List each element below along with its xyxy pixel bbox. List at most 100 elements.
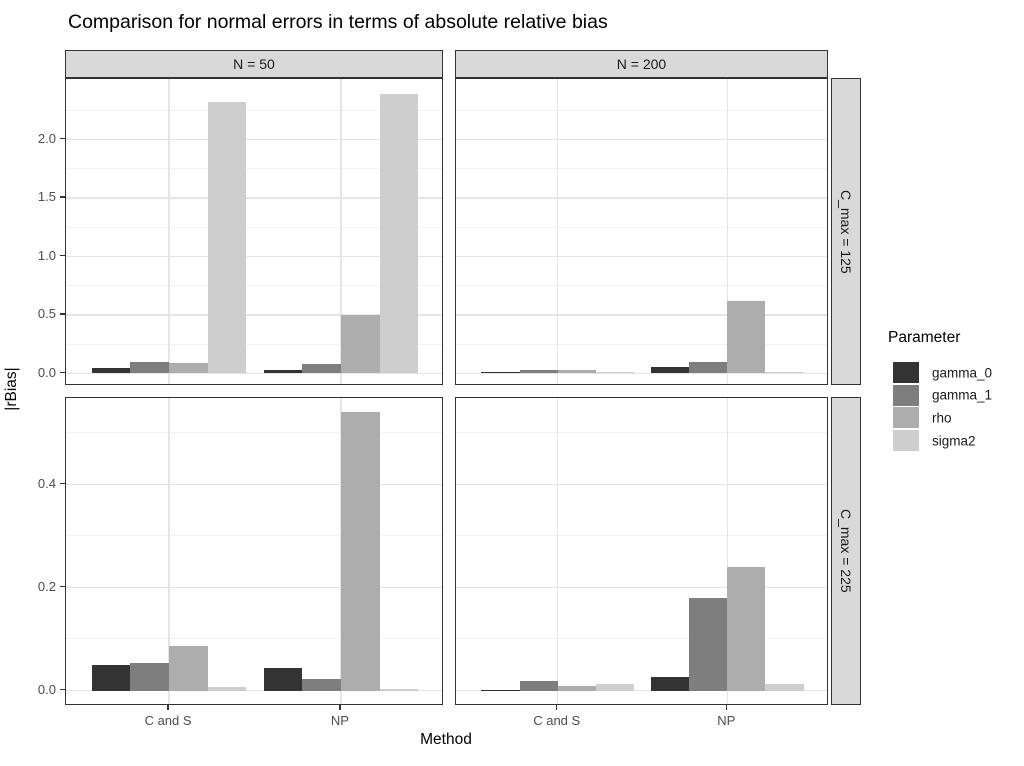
y-tick-mark (60, 585, 65, 588)
gridline-major (66, 255, 442, 258)
bar-gamma_1 (519, 680, 558, 691)
x-tick-label: C and S (144, 713, 192, 728)
bar-gamma_1 (130, 663, 170, 691)
y-tick-label: 1.0 (37, 247, 56, 263)
gridline-minor (456, 226, 827, 228)
gridline-major (456, 314, 827, 316)
bar-sigma2 (765, 684, 804, 691)
bar-rho (340, 314, 380, 374)
gridline-major (66, 689, 442, 692)
gridline-minor (456, 535, 827, 537)
gridline-minor (66, 226, 442, 228)
x-tick-label: NP (330, 713, 349, 728)
gridline-vertical (168, 398, 170, 704)
bar-gamma_0 (650, 677, 690, 691)
gridline-vertical (556, 79, 559, 384)
bar-sigma2 (207, 686, 247, 691)
y-tick-label: 0.0 (37, 364, 56, 380)
bar-gamma_0 (91, 367, 131, 374)
y-tick-mark (60, 196, 65, 198)
legend-entry: rho (893, 407, 1013, 429)
x-tick-mark (555, 705, 558, 710)
bar-gamma_0 (91, 665, 131, 691)
facet-strip-row: C_max = 225 (831, 397, 861, 705)
gridline-vertical (726, 398, 729, 704)
x-tick-label: C and S (533, 713, 581, 728)
x-tick-mark (167, 705, 169, 710)
facet-strip-row-label: C_max = 125 (838, 189, 854, 274)
gridline-minor (456, 638, 827, 640)
facet-strip-col: N = 50 (65, 50, 443, 78)
gridline-minor (66, 285, 442, 287)
bar-sigma2 (379, 688, 419, 691)
bar-gamma_0 (481, 371, 520, 374)
gridline-major (456, 372, 827, 375)
bar-sigma2 (379, 93, 419, 374)
bar-gamma_1 (689, 597, 728, 691)
gridline-major (66, 483, 442, 486)
y-tick-mark (60, 688, 65, 691)
legend-key-gamma_0 (893, 362, 919, 383)
gridline-minor (66, 432, 442, 434)
y-tick-mark (60, 371, 65, 374)
panel (455, 397, 828, 705)
bar-rho (557, 369, 596, 374)
gridline-major (456, 138, 827, 141)
gridline-minor (66, 343, 442, 345)
gridline-vertical (556, 398, 559, 704)
gridline-major (66, 372, 442, 375)
bar-rho (340, 412, 380, 691)
y-tick-label: 0.2 (37, 578, 56, 594)
bar-gamma_1 (130, 362, 170, 374)
x-tick-mark (339, 705, 341, 710)
gridline-major (66, 197, 442, 199)
legend-entry: gamma_1 (893, 384, 1013, 406)
bar-rho (557, 685, 596, 691)
y-tick-label: 0.4 (37, 475, 56, 491)
facet-strip-row: C_max = 125 (831, 78, 861, 385)
y-tick-mark (60, 254, 65, 257)
x-axis-title: Method (420, 731, 472, 748)
gridline-major (456, 483, 827, 486)
y-tick-mark (60, 313, 65, 315)
gridline-vertical (726, 79, 729, 384)
gridline-vertical (340, 79, 342, 384)
legend-label: rho (932, 410, 952, 426)
x-tick-mark (725, 705, 728, 710)
bar-gamma_0 (263, 667, 303, 691)
legend-entry: gamma_0 (893, 362, 1013, 383)
gridline-minor (66, 168, 442, 170)
legend-label: gamma_1 (932, 387, 993, 403)
facet-strip-col: N = 200 (455, 50, 828, 78)
panel (455, 78, 828, 385)
bar-gamma_1 (519, 370, 558, 374)
bar-gamma_1 (302, 678, 341, 691)
y-tick-label: 0.5 (37, 306, 56, 322)
legend-key-gamma_1 (893, 384, 919, 406)
panel (65, 397, 443, 705)
gridline-minor (456, 168, 827, 170)
bar-sigma2 (765, 371, 804, 374)
bar-rho (727, 566, 766, 691)
bar-rho (169, 646, 208, 691)
gridline-major (456, 197, 827, 199)
panel (65, 78, 443, 385)
bar-rho (727, 300, 766, 374)
gridline-minor (456, 285, 827, 287)
legend-label: sigma2 (932, 433, 976, 449)
y-tick-mark (60, 137, 65, 140)
legend-key-rho (893, 407, 919, 429)
gridline-minor (66, 535, 442, 537)
bar-gamma_0 (481, 689, 520, 691)
facet-strip-row-label: C_max = 225 (838, 509, 854, 593)
y-tick-label: 0.0 (37, 682, 56, 698)
gridline-vertical (168, 79, 170, 384)
bar-gamma_0 (263, 370, 303, 374)
gridline-minor (66, 638, 442, 640)
gridline-major (456, 689, 827, 692)
facet-strip-col-label: N = 50 (233, 56, 275, 72)
gridline-minor (456, 432, 827, 434)
y-tick-mark (60, 482, 65, 485)
gridline-major (66, 138, 442, 141)
